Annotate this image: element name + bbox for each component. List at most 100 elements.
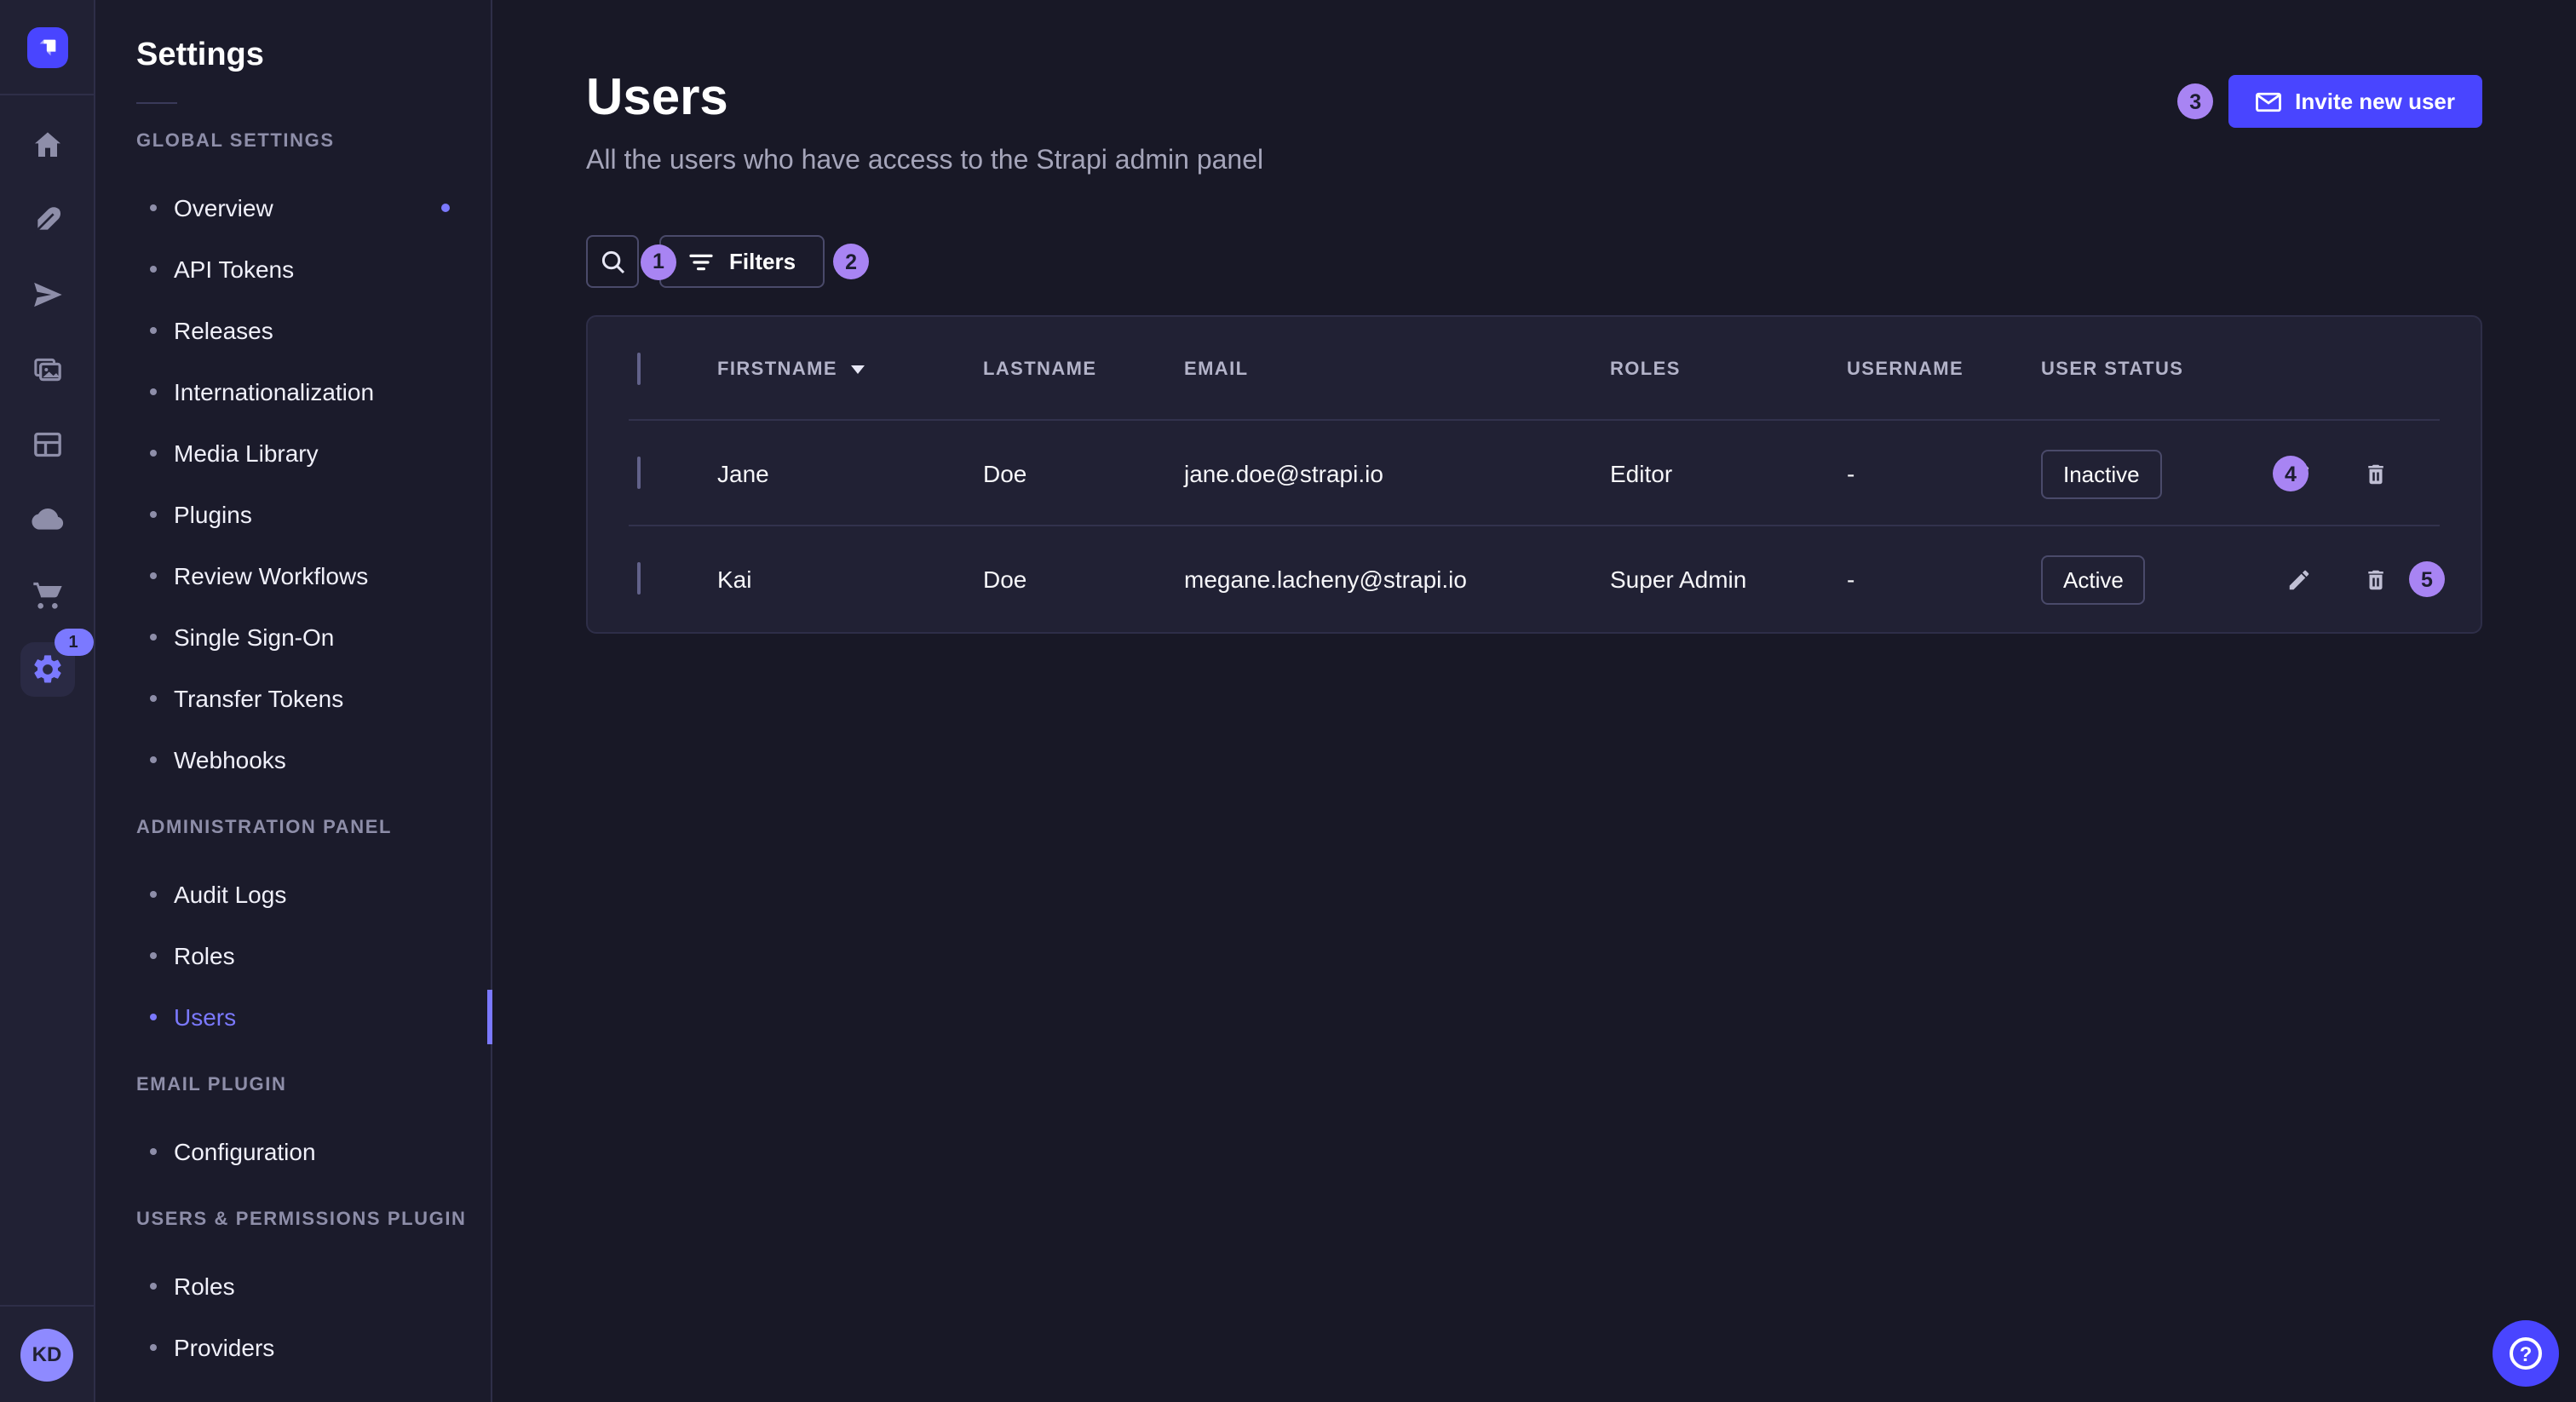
column-header-username[interactable]: USERNAME	[1847, 359, 1964, 379]
page-header-actions: 3 Invite new user	[2177, 75, 2482, 128]
sidebar-item-overview[interactable]: Overview	[95, 177, 491, 238]
nav-media-images-icon[interactable]	[20, 342, 74, 397]
sidebar-item-transfer-tokens[interactable]: Transfer Tokens	[95, 668, 491, 729]
sidebar-item-api-tokens[interactable]: API Tokens	[95, 238, 491, 300]
section-email-plugin: EMAIL PLUGIN	[136, 1075, 287, 1095]
sidebar-item-plugins[interactable]: Plugins	[95, 484, 491, 545]
nav-cart-icon[interactable]	[20, 567, 74, 622]
section-email-plugin-items: Configuration	[95, 1121, 491, 1182]
annotation-badge-2: 2	[833, 244, 870, 279]
cell-lastname: Doe	[983, 566, 1027, 593]
column-header-lastname[interactable]: LASTNAME	[983, 359, 1097, 379]
users-table: FIRSTNAME LASTNAME EMAIL ROLES USERNAME …	[586, 315, 2482, 634]
section-administration-panel-items: Audit Logs Roles Users	[95, 864, 491, 1048]
strapi-logo-glyph	[38, 38, 55, 55]
delete-user-button[interactable]	[2351, 450, 2399, 497]
column-header-roles[interactable]: ROLES	[1610, 359, 1681, 379]
workspace-logo-area	[0, 0, 94, 95]
cell-username: -	[1847, 566, 1855, 593]
sidebar-item-users[interactable]: Users	[95, 986, 491, 1048]
invite-new-user-button[interactable]: Invite new user	[2228, 75, 2482, 128]
sidebar-item-releases[interactable]: Releases	[95, 300, 491, 361]
annotation-badge-1: 1	[641, 244, 676, 279]
page-header-text: Users All the users who have access to t…	[586, 68, 1263, 177]
cell-roles: Super Admin	[1610, 566, 1747, 593]
sidebar-item-review-workflows[interactable]: Review Workflows	[95, 545, 491, 606]
page-header: Users All the users who have access to t…	[586, 68, 2482, 177]
sidebar-item-providers[interactable]: Providers	[95, 1317, 491, 1378]
section-users-permissions-items: Roles Providers	[95, 1255, 491, 1378]
section-users-permissions-plugin: USERS & PERMISSIONS PLUGIN	[136, 1210, 467, 1230]
page-subtitle: All the users who have access to the Str…	[586, 147, 1264, 175]
select-all-checkbox[interactable]	[637, 352, 641, 384]
cell-username: -	[1847, 460, 1855, 487]
section-administration-panel: ADMINISTRATION PANEL	[136, 818, 393, 838]
bullet-icon	[150, 1148, 157, 1155]
annotation-badge-3: 3	[2177, 83, 2214, 119]
sidebar-item-configuration[interactable]: Configuration	[95, 1121, 491, 1182]
nav-rail-footer: KD	[0, 1305, 94, 1402]
trash-icon	[2367, 463, 2383, 484]
sidebar-item-up-roles[interactable]: Roles	[95, 1255, 491, 1317]
cell-lastname: Doe	[983, 460, 1027, 487]
search-button[interactable]	[586, 235, 639, 288]
filter-icon	[689, 253, 713, 270]
main-nav-rail: 1 KD	[0, 0, 95, 1402]
nav-settings-gear-icon[interactable]: 1	[20, 629, 93, 697]
sidebar-item-webhooks[interactable]: Webhooks	[95, 729, 491, 790]
bullet-icon	[150, 1014, 157, 1020]
help-button[interactable]: ?	[2493, 1320, 2559, 1387]
nav-paper-plane-icon[interactable]	[20, 267, 74, 322]
table-row-jane[interactable]: Jane Doe jane.doe@strapi.io Editor - Ina…	[588, 421, 2481, 526]
edit-user-button[interactable]	[2274, 555, 2322, 603]
settings-subnav: Settings GLOBAL SETTINGS Overview API To…	[95, 0, 492, 1402]
search-icon	[601, 250, 624, 273]
row-checkbox[interactable]	[637, 457, 641, 489]
nav-layout-icon[interactable]	[20, 417, 74, 472]
annotation-badge-4: 4	[2273, 456, 2309, 491]
delete-user-button[interactable]	[2351, 555, 2399, 603]
row-actions	[2274, 555, 2481, 603]
column-header-firstname[interactable]: FIRSTNAME	[717, 359, 983, 379]
sidebar-item-audit-logs[interactable]: Audit Logs	[95, 864, 491, 925]
nav-rail-icons: 1	[0, 95, 94, 1305]
section-global-settings: GLOBAL SETTINGS	[136, 131, 335, 152]
cell-email: megane.lacheny@strapi.io	[1184, 566, 1467, 593]
section-global-settings-items: Overview API Tokens Releases Internation…	[95, 177, 491, 790]
page-title: Users	[586, 70, 728, 126]
sidebar-item-admin-roles[interactable]: Roles	[95, 925, 491, 986]
row-checkbox[interactable]	[637, 562, 641, 595]
bullet-icon	[150, 572, 157, 579]
sidebar-item-single-sign-on[interactable]: Single Sign-On	[95, 606, 491, 668]
bullet-icon	[150, 511, 157, 518]
nav-cloud-icon[interactable]	[20, 492, 74, 547]
nav-feather-icon[interactable]	[20, 192, 74, 247]
bullet-icon	[150, 1283, 157, 1290]
toolbar: 1 Filters 2	[586, 235, 2482, 288]
bullet-icon	[150, 327, 157, 334]
sidebar-item-media-library[interactable]: Media Library	[95, 422, 491, 484]
cell-roles: Editor	[1610, 460, 1673, 487]
bullet-icon	[150, 891, 157, 898]
main-content: Users All the users who have access to t…	[492, 0, 2576, 1402]
bullet-icon	[150, 634, 157, 641]
bullet-icon	[150, 266, 157, 273]
bullet-icon	[150, 1344, 157, 1351]
table-header-row: FIRSTNAME LASTNAME EMAIL ROLES USERNAME …	[588, 317, 2481, 421]
table-row-kai[interactable]: Kai Doe megane.lacheny@strapi.io Super A…	[588, 526, 2481, 632]
settings-notification-badge: 1	[54, 629, 93, 656]
annotation-badge-5: 5	[2409, 561, 2445, 597]
nav-home-icon[interactable]	[20, 118, 74, 172]
column-header-user-status[interactable]: USER STATUS	[2041, 359, 2184, 379]
envelope-icon	[2256, 91, 2282, 112]
strapi-logo[interactable]	[26, 26, 67, 67]
bullet-icon	[150, 952, 157, 959]
bullet-icon	[150, 756, 157, 763]
user-avatar[interactable]: KD	[20, 1328, 73, 1381]
bullet-icon	[150, 388, 157, 395]
filters-button[interactable]: Filters	[659, 235, 825, 288]
overview-notification-dot-icon	[441, 204, 450, 212]
pencil-icon	[2288, 569, 2309, 589]
sidebar-item-internationalization[interactable]: Internationalization	[95, 361, 491, 422]
column-header-email[interactable]: EMAIL	[1184, 359, 1249, 379]
